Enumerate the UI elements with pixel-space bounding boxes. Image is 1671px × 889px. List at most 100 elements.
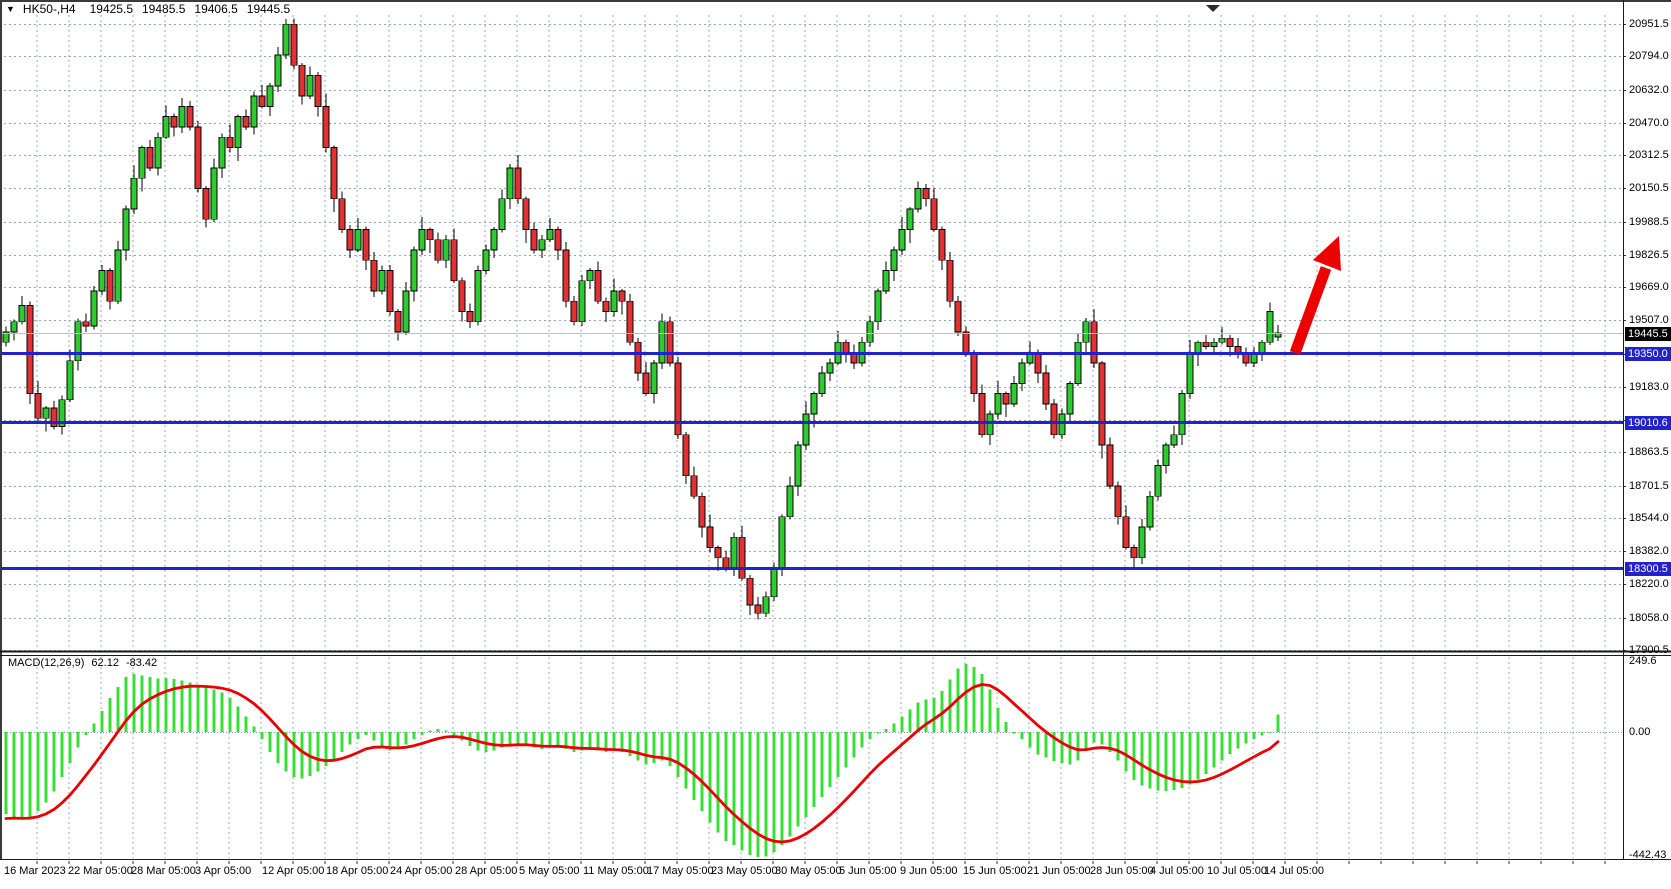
level-price-badge[interactable]: 19350.0 (1625, 347, 1671, 361)
candle-bearish (722, 557, 730, 569)
candle-bearish (146, 147, 154, 169)
candle-bullish (90, 290, 98, 327)
time-axis-label: 22 Mar 05:00 (68, 865, 133, 877)
macd-bar (508, 732, 512, 745)
candle-bearish (386, 270, 394, 312)
time-axis-label: 3 Apr 05:00 (195, 865, 252, 877)
macd-bar (284, 732, 288, 772)
macd-bar (1220, 732, 1224, 761)
candle-bullish (306, 75, 314, 97)
candle-bullish (410, 249, 418, 292)
price-axis-tick: 19826.5 (1629, 249, 1669, 261)
candle-bullish (1178, 393, 1186, 436)
macd-bar (268, 732, 272, 752)
macd-indicator-label: MACD(12,26,9) 62.12 -83.42 (8, 657, 164, 669)
candle-bullish (1058, 413, 1066, 436)
candle-bearish (690, 475, 698, 497)
candle-bullish (866, 321, 874, 343)
macd-bar (60, 732, 64, 778)
macd-bar (900, 716, 904, 732)
up-arrow-head[interactable] (1313, 236, 1341, 271)
macd-bar (380, 732, 384, 747)
level-price-badge[interactable]: 18300.5 (1625, 562, 1671, 576)
macd-bar (348, 732, 352, 745)
macd-bar (1052, 732, 1056, 762)
time-axis-label: 9 Jun 05:00 (900, 865, 958, 877)
macd-bar (780, 732, 784, 846)
macd-bar (660, 732, 664, 761)
candle-bearish (514, 167, 522, 200)
candle-bullish (266, 85, 274, 107)
candle-bullish (874, 290, 882, 323)
symbol-dropdown-icon[interactable]: ▼ (6, 4, 15, 14)
time-axis-label: 24 Apr 05:00 (390, 865, 453, 877)
macd-bar (604, 732, 608, 752)
macd-bar (324, 732, 328, 766)
time-axis-label: 10 Jul 05:00 (1207, 865, 1267, 877)
candle-bearish (394, 311, 402, 333)
candle-bullish (66, 360, 74, 401)
candle-bullish (210, 167, 218, 220)
candle-bearish (602, 300, 610, 312)
macd-bar (300, 732, 304, 779)
macd-bar (1028, 732, 1032, 748)
candle-bearish (634, 341, 642, 374)
macd-bar (1100, 732, 1104, 745)
macd-axis-tick: 0.00 (1629, 726, 1651, 738)
price-axis-tick: 19669.0 (1629, 281, 1669, 293)
macd-bar (1156, 732, 1160, 791)
candle-bearish (258, 95, 266, 107)
candle-bearish (298, 64, 306, 97)
candle-bullish (1186, 352, 1194, 395)
time-axis-label: 14 Jul 05:00 (1264, 865, 1324, 877)
macd-bar (1188, 732, 1192, 785)
candle-bearish (922, 188, 930, 200)
candle-bullish (1074, 341, 1082, 384)
time-axis-label: 15 Jun 05:00 (963, 865, 1027, 877)
up-arrow-shaft[interactable] (1289, 266, 1332, 355)
chart-shift-marker[interactable] (1206, 5, 1220, 12)
candle-bearish (1042, 372, 1050, 405)
candle-bearish (954, 300, 962, 333)
macd-bar (540, 732, 544, 749)
macd-bar (996, 707, 1000, 732)
candle-bearish (1130, 547, 1138, 559)
macd-bar (828, 732, 832, 788)
price-axis-tick: 19183.0 (1629, 381, 1669, 393)
candle-bearish (242, 116, 250, 128)
macd-bar (980, 674, 984, 732)
macd-bar (836, 732, 840, 778)
candle-bullish (2, 331, 10, 343)
candle-bearish (50, 407, 58, 427)
candle-bearish (434, 239, 442, 261)
candle-bearish (554, 229, 562, 251)
macd-bar (772, 732, 776, 853)
level-lines (0, 333, 1623, 570)
macd-name: MACD(12,26,9) (8, 657, 85, 669)
price-axis-tick: 18220.0 (1629, 578, 1669, 590)
macd-bar (628, 732, 632, 757)
candle-bullish (762, 596, 770, 614)
candle-bearish (466, 311, 474, 323)
macd-bar (1148, 732, 1152, 789)
candle-bullish (538, 239, 546, 251)
macd-bar (1076, 732, 1080, 761)
candle-bullish (650, 362, 658, 395)
macd-bar (76, 732, 80, 748)
macd-bar (108, 698, 112, 732)
ohlc-open: 19425.5 (89, 2, 133, 16)
macd-bar (188, 682, 192, 732)
macd-bar (844, 732, 848, 768)
candle-bearish (682, 434, 690, 477)
level-price-badge[interactable]: 19010.6 (1625, 416, 1671, 430)
macd-bar (716, 732, 720, 833)
candle-bearish (1034, 352, 1042, 374)
macd-bar (852, 732, 856, 758)
macd-bar (908, 709, 912, 732)
macd-bar (340, 732, 344, 752)
candle-bullish (98, 270, 106, 292)
candle-bullish (1266, 311, 1274, 343)
macd-bar (28, 732, 32, 817)
candle-bearish (82, 321, 90, 327)
